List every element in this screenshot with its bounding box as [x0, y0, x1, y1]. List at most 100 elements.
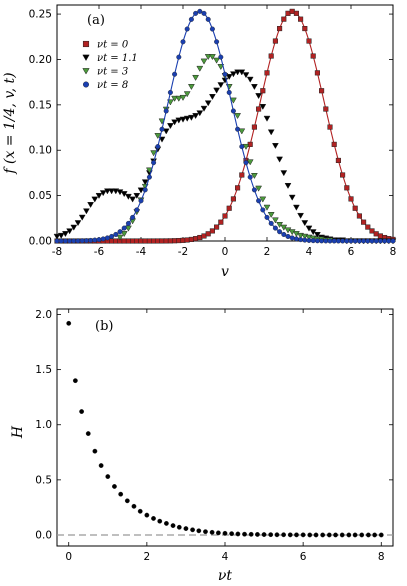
data-point	[235, 126, 241, 132]
data-point	[70, 224, 78, 231]
data-point	[129, 196, 137, 203]
data-point	[88, 237, 94, 243]
data-point	[335, 238, 341, 244]
data-point	[184, 26, 190, 32]
data-point	[187, 84, 195, 91]
data-point	[54, 238, 60, 244]
data-point	[285, 233, 291, 239]
data-point	[294, 532, 299, 538]
data-point	[234, 69, 242, 76]
y-tick-label: 1.0	[35, 419, 52, 431]
y-tick-label: 0.5	[35, 474, 52, 486]
data-point	[276, 156, 284, 163]
data-point	[301, 220, 309, 227]
data-point	[144, 512, 150, 518]
data-point	[116, 234, 124, 241]
data-point	[293, 10, 299, 16]
data-point	[120, 231, 128, 238]
data-point	[170, 523, 176, 529]
data-point	[200, 105, 208, 112]
data-point	[277, 26, 283, 32]
data-point	[225, 74, 233, 81]
data-point	[222, 213, 228, 219]
data-point	[74, 220, 82, 227]
data-point	[344, 238, 350, 244]
data-point	[187, 114, 195, 121]
data-point	[284, 182, 292, 189]
data-point	[95, 192, 103, 199]
data-point	[373, 231, 379, 237]
data-point	[125, 220, 131, 226]
data-point	[302, 237, 308, 243]
y-tick-label: 0.20	[29, 54, 52, 66]
plot-frame	[56, 308, 394, 547]
y-axis-label: H	[10, 425, 26, 439]
data-point	[62, 238, 68, 244]
data-point	[124, 498, 130, 504]
data-point	[271, 143, 279, 150]
y-tick-label: 0.00	[29, 236, 52, 248]
data-point	[66, 228, 74, 235]
data-point	[239, 144, 245, 150]
data-point	[256, 106, 262, 112]
panel-tag: (b)	[95, 319, 113, 334]
data-point	[300, 532, 306, 538]
data-point	[131, 503, 137, 509]
data-point	[184, 237, 190, 243]
data-point	[142, 187, 148, 193]
x-tick-label: 8	[390, 246, 397, 258]
legend-label: νt = 3	[97, 67, 128, 78]
data-point	[151, 238, 157, 244]
data-point	[58, 238, 64, 244]
data-point	[365, 532, 371, 538]
data-point	[203, 529, 208, 535]
data-point	[98, 463, 104, 468]
data-point	[91, 196, 99, 203]
data-point	[190, 527, 195, 533]
data-point	[242, 72, 250, 79]
data-point	[176, 238, 182, 244]
data-point	[197, 8, 203, 14]
legend-marker	[82, 81, 89, 88]
legend-label: νt = 1.1	[97, 53, 138, 64]
data-point	[100, 236, 106, 242]
data-point	[155, 238, 161, 244]
data-point	[281, 532, 287, 538]
data-point	[261, 532, 267, 537]
data-point	[340, 238, 346, 244]
data-point	[53, 233, 61, 240]
data-point	[217, 82, 225, 89]
data-point	[340, 172, 346, 178]
data-point	[213, 57, 221, 64]
data-point	[235, 185, 241, 191]
y-tick-label: 0.10	[29, 145, 52, 157]
data-point	[151, 160, 157, 166]
data-point	[229, 97, 237, 104]
data-point	[327, 124, 333, 130]
data-point	[230, 108, 236, 114]
data-point	[117, 229, 123, 235]
data-point	[196, 65, 204, 72]
data-point	[250, 173, 258, 179]
data-point	[344, 185, 350, 191]
data-point	[113, 238, 119, 244]
x-tick-label: 0	[222, 246, 229, 258]
data-point	[150, 150, 158, 157]
data-point	[176, 524, 182, 530]
data-point	[154, 133, 162, 140]
data-point	[201, 10, 207, 16]
legend-label: νt = 0	[97, 40, 129, 51]
data-point	[159, 126, 165, 132]
data-point	[352, 238, 358, 244]
data-point	[208, 54, 216, 61]
data-point	[288, 194, 296, 201]
data-point	[251, 187, 257, 193]
data-point	[239, 172, 245, 178]
data-point	[229, 71, 237, 78]
data-point	[335, 157, 341, 163]
data-point	[222, 71, 228, 77]
data-point	[365, 238, 371, 244]
data-point	[306, 38, 312, 44]
data-point	[105, 474, 111, 479]
